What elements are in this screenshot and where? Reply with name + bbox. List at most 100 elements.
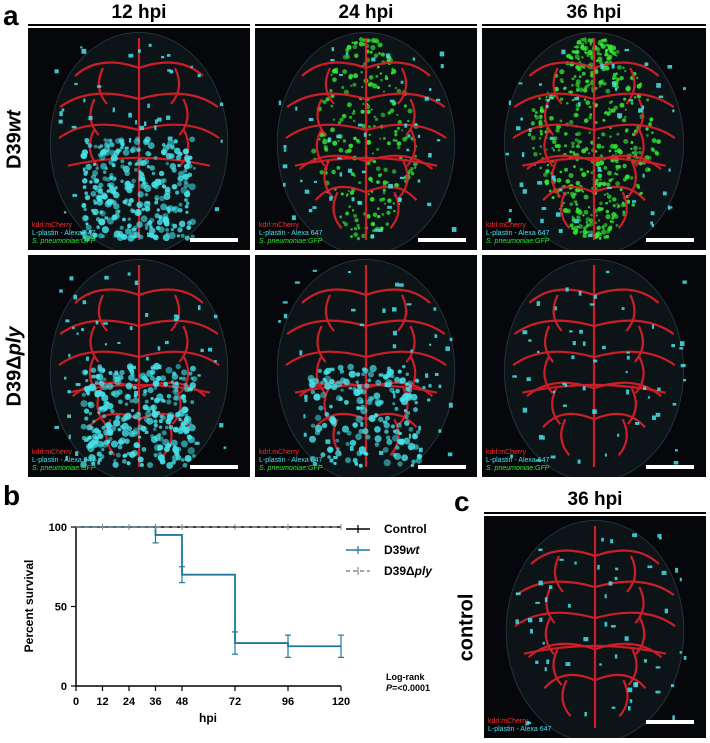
bacteria-signal [339,215,343,219]
vessel [512,123,676,140]
bacteria-signal [366,109,371,115]
leukocyte [626,351,630,354]
leukocyte [141,447,147,452]
bacteria-signal [596,143,602,149]
leukocyte [303,414,306,419]
leukocyte [403,398,407,402]
bacteria-signal [336,166,341,170]
bacteria-signal [361,233,366,239]
leukocyte [132,225,138,231]
leukocyte [399,377,406,384]
leukocyte [382,308,386,313]
leukocyte [157,117,162,122]
leukocyte [548,585,553,589]
legend-label: D39wt [384,543,420,557]
bacteria-signal [615,167,619,171]
bacteria-signal [646,98,650,102]
micrograph-art [505,519,687,738]
leukocyte [314,429,321,436]
bacteria-signal [609,135,612,138]
vessel [389,191,400,230]
bacteria-signal [355,138,360,143]
leukocyte [90,367,97,373]
leukocyte [189,136,195,143]
leukocyte [156,393,164,401]
leukocyte [99,454,105,460]
leukocyte [345,52,349,56]
bacteria-signal [612,204,616,208]
leukocyte [422,386,426,389]
bacteria-signal [598,237,602,240]
legend-vessels: kdrl:mCherry [486,449,527,456]
leukocyte [282,164,288,169]
bacteria-signal [583,98,587,101]
leukocyte [661,570,667,575]
bacteria-signal [539,114,543,119]
leukocyte [374,228,378,232]
leukocyte [146,356,149,361]
leukocyte [634,682,638,686]
leukocyte [351,308,356,312]
leukocyte [369,396,375,401]
leukocyte [329,416,337,424]
leukocyte [178,207,183,213]
leukocyte [519,182,524,188]
leukocyte [145,313,149,317]
bacteria-signal [369,50,373,54]
leukocyte [641,105,645,110]
leukocyte [675,567,679,573]
leukocyte [175,190,180,195]
leukocyte [166,205,174,212]
leukocyte [108,436,113,442]
x-tick-label: 72 [229,696,241,708]
leukocyte [601,345,606,350]
leukocyte [136,221,143,228]
bacteria-signal [546,91,549,94]
bacteria-signal [346,44,352,50]
micrograph-d39wt-24hpi [255,28,477,250]
leukocyte [374,435,382,443]
leukocyte [184,154,191,161]
bacteria-signal [384,202,387,205]
leukocyte [148,152,152,157]
leukocyte [152,380,160,388]
leukocyte [352,387,357,392]
leukocyte [178,417,182,422]
leukocyte [550,455,556,459]
leukocyte [327,446,334,453]
leukocyte [184,235,190,241]
panel-c-column-rule [484,512,706,514]
leukocyte [84,191,89,196]
leukocyte [115,415,120,421]
bacteria-signal [563,86,567,90]
leukocyte [73,294,78,300]
bacteria-signal [380,78,383,82]
leukocyte [139,125,145,131]
leukocyte [88,115,93,121]
leukocyte [167,69,172,72]
bacteria-signal [394,86,397,90]
bacteria-signal [579,167,584,172]
bacteria-signal [382,90,386,93]
bacteria-signal [598,160,605,166]
leukocyte [190,65,194,68]
vessel [634,129,645,167]
leukocyte [132,385,137,390]
leukocyte [98,380,105,387]
leukocyte [571,355,575,360]
leukocyte [184,204,189,209]
legend-bacteria: S. pneumoniae:GFP [32,238,96,245]
leukocyte [624,636,629,641]
bacteria-signal [569,202,574,207]
leukocyte [400,80,404,84]
survival-series-line [76,526,341,648]
leukocyte [312,461,318,467]
leukocyte [387,205,392,209]
bacteria-signal [615,181,621,187]
bacteria-signal [572,229,578,235]
leukocyte [95,320,99,325]
vessel [301,288,431,304]
bacteria-signal [353,227,358,231]
leukocyte [111,200,117,206]
leukocyte [147,386,154,394]
